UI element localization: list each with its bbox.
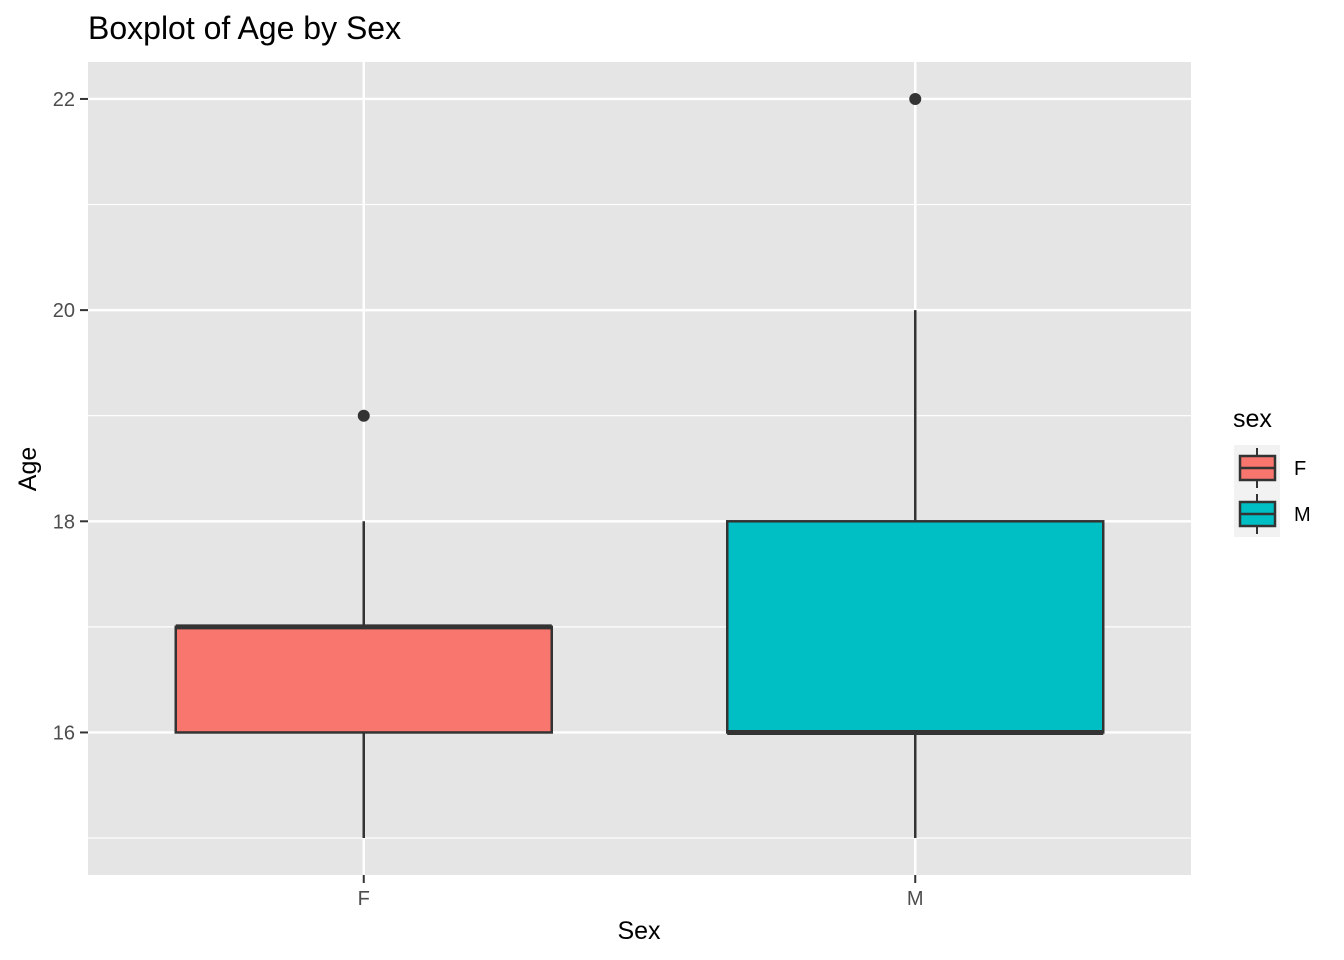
x-tick-label: F <box>358 888 370 910</box>
box-group-m <box>726 92 1105 839</box>
legend-label: M <box>1294 504 1311 526</box>
chart-title: Boxplot of Age by Sex <box>88 10 401 46</box>
y-tick-label: 22 <box>53 89 75 111</box>
y-axis: 16 18 20 22 <box>53 89 88 744</box>
y-tick-label: 18 <box>53 511 75 533</box>
outlier-point <box>909 92 922 105</box>
legend-item-m: M <box>1234 491 1311 537</box>
box <box>726 520 1105 734</box>
legend-item-f: F <box>1234 445 1306 491</box>
outlier-point <box>357 409 370 422</box>
legend-label: F <box>1294 458 1306 480</box>
x-axis-title: Sex <box>617 917 661 945</box>
plot-panel <box>88 62 1191 875</box>
x-tick-label: M <box>907 888 924 910</box>
box-group-f <box>174 409 553 839</box>
legend-title: sex <box>1233 405 1272 433</box>
box-layer <box>174 92 1105 839</box>
legend: sex F M <box>1233 405 1311 537</box>
y-axis-title: Age <box>14 447 42 491</box>
y-tick-label: 20 <box>53 300 75 322</box>
box <box>174 625 553 734</box>
y-tick-label: 16 <box>53 722 75 744</box>
